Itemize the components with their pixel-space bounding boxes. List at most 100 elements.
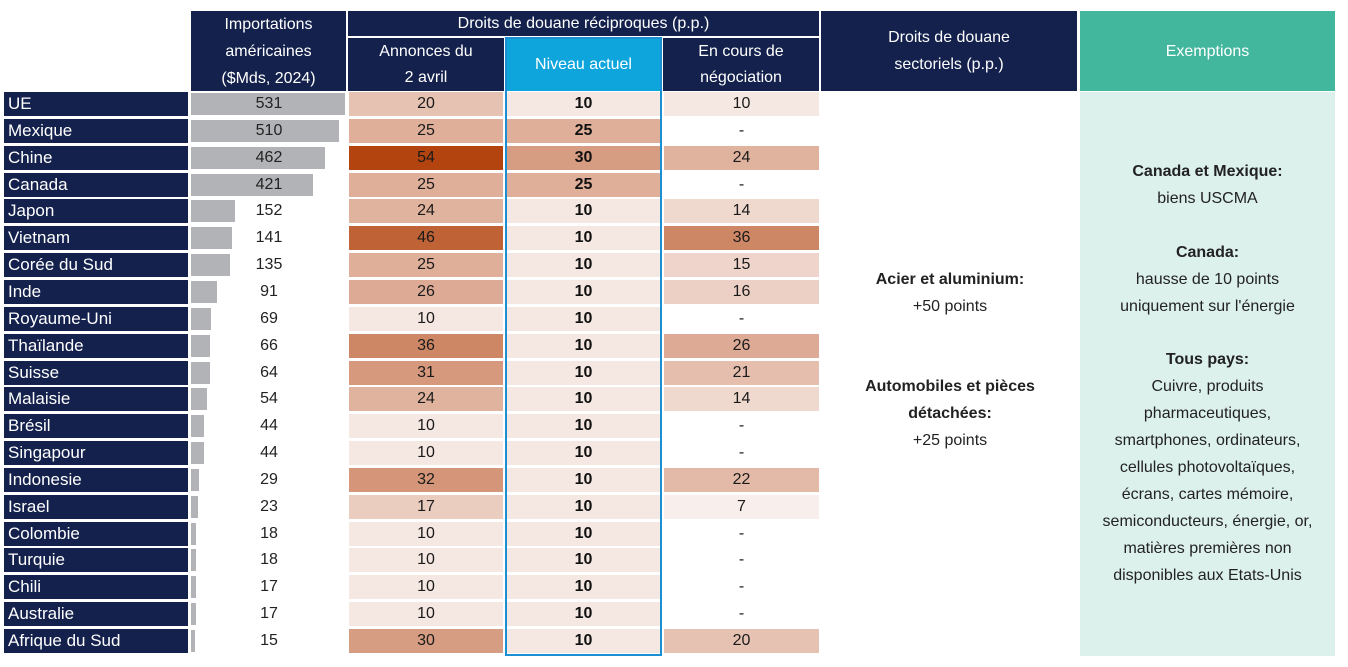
- current-cell: 10: [507, 253, 660, 278]
- import-bar: [191, 388, 207, 411]
- import-bar: [191, 361, 210, 384]
- current-cell: 10: [507, 441, 660, 466]
- negotiation-cell: 26: [664, 333, 819, 358]
- exemption-all-line-4: cellules photovoltaïques,: [1119, 459, 1296, 476]
- import-value: 64: [260, 363, 278, 381]
- announced-cell: 31: [349, 360, 503, 385]
- exemption-all: Tous pays: Cuivre, produits pharmaceutiq…: [1080, 346, 1335, 589]
- reciprocal-group-header: Droits de douane réciproques (p.p.): [348, 11, 819, 36]
- negotiation-cell: 21: [664, 360, 819, 385]
- announced-cell: 32: [349, 467, 503, 492]
- announced-cell: 25: [349, 118, 503, 143]
- current-cell: 10: [507, 414, 660, 439]
- import-bar: [191, 468, 200, 491]
- announced-cell: 20: [349, 92, 503, 116]
- announced-header: Annonces du 2 avril: [348, 38, 504, 91]
- import-value: 66: [260, 336, 278, 354]
- import-value: 44: [260, 417, 278, 435]
- import-bar: [191, 630, 196, 652]
- negotiation-cell: 10: [664, 92, 819, 116]
- announced-cell: 10: [349, 521, 503, 546]
- announced-cell: 10: [349, 306, 503, 331]
- negotiation-cell: 16: [664, 279, 819, 304]
- country-label: Colombie: [4, 521, 188, 546]
- negotiation-cell: -: [664, 414, 819, 439]
- current-cell: 25: [507, 118, 660, 143]
- import-bar: [191, 254, 231, 277]
- import-bar: [191, 307, 211, 330]
- current-cell: 10: [507, 602, 660, 627]
- exemption-canada-mexique: Canada et Mexique: biens USCMA: [1080, 158, 1335, 212]
- import-value: 17: [260, 578, 278, 596]
- country-label: Inde: [4, 279, 188, 304]
- import-value: 17: [260, 605, 278, 623]
- exemption-all-line-8: disponibles aux Etats-Unis: [1113, 567, 1302, 584]
- country-label: Indonesie: [4, 467, 188, 492]
- announced-cell: 30: [349, 629, 503, 653]
- imports-header: Importations américaines ($Mds, 2024): [191, 11, 346, 91]
- exemption-canada-line-1: hausse de 10 points: [1135, 271, 1280, 288]
- sectoral-header: Droits de douane sectoriels (p.p.): [821, 11, 1077, 91]
- sectoral-steel: Acier et aluminium: +50 points: [822, 266, 1078, 320]
- country-label: Afrique du Sud: [4, 629, 188, 653]
- exemption-cm-line-1: biens USCMA: [1157, 190, 1258, 207]
- negotiation-cell: -: [664, 172, 819, 197]
- exemption-cm-title: Canada et Mexique:: [1132, 163, 1283, 180]
- country-label: Turquie: [4, 548, 188, 573]
- import-value: 141: [255, 229, 283, 247]
- sectoral-auto-title-2: détachées:: [908, 405, 992, 422]
- negotiation-cell: -: [664, 575, 819, 600]
- negotiation-cell: 14: [664, 387, 819, 412]
- import-value: 69: [260, 309, 278, 327]
- import-value: 152: [255, 202, 283, 220]
- current-cell: 10: [507, 467, 660, 492]
- country-label: Singapour: [4, 441, 188, 466]
- import-value: 23: [260, 497, 278, 515]
- current-cell: 10: [507, 199, 660, 224]
- import-value: 531: [255, 95, 283, 112]
- exemption-all-line-7: matières premières non: [1123, 540, 1292, 557]
- current-cell: 10: [507, 333, 660, 358]
- import-bar: [191, 442, 204, 465]
- country-label: Israel: [4, 494, 188, 519]
- country-label: Malaisie: [4, 387, 188, 412]
- announced-cell: 10: [349, 548, 503, 573]
- import-value: 15: [260, 632, 278, 649]
- announced-header-line-2: 2 avril: [404, 68, 448, 86]
- country-label: Corée du Sud: [4, 253, 188, 278]
- current-cell: 25: [507, 172, 660, 197]
- country-label: Mexique: [4, 118, 188, 143]
- exemption-all-line-6: semiconducteurs, énergie, or,: [1102, 513, 1313, 530]
- current-cell: 10: [507, 226, 660, 251]
- import-bar: [191, 227, 232, 250]
- import-value: 18: [260, 524, 278, 542]
- import-value: 54: [260, 390, 278, 408]
- country-label: Royaume-Uni: [4, 306, 188, 331]
- imports-header-line-2: américaines: [225, 42, 312, 60]
- import-bar: [191, 119, 339, 142]
- exemption-canada-line-2: uniquement sur l'énergie: [1120, 298, 1295, 315]
- import-bar: [191, 495, 198, 518]
- sectoral-steel-value: +50 points: [912, 298, 988, 315]
- country-label: Chine: [4, 145, 188, 170]
- import-value: 421: [255, 175, 283, 193]
- country-label: Suisse: [4, 360, 188, 385]
- announced-header-line-1: Annonces du: [379, 42, 473, 60]
- current-cell: 10: [507, 279, 660, 304]
- import-bar: [191, 415, 204, 438]
- exemptions-header-label: Exemptions: [1165, 42, 1250, 60]
- announced-cell: 10: [349, 602, 503, 627]
- announced-cell: 36: [349, 333, 503, 358]
- negotiation-cell: 7: [664, 494, 819, 519]
- country-label: Japon: [4, 199, 188, 224]
- import-bar: [191, 549, 197, 572]
- import-value: 18: [260, 551, 278, 569]
- import-value: 29: [260, 470, 278, 488]
- import-value: 91: [260, 282, 278, 300]
- import-bar: [191, 93, 345, 115]
- import-value: 510: [255, 121, 283, 139]
- imports-header-line-3: ($Mds, 2024): [221, 69, 316, 87]
- sectoral-header-line-1: Droits de douane: [888, 29, 1010, 46]
- country-label: Vietnam: [4, 226, 188, 251]
- import-bar: [191, 522, 197, 545]
